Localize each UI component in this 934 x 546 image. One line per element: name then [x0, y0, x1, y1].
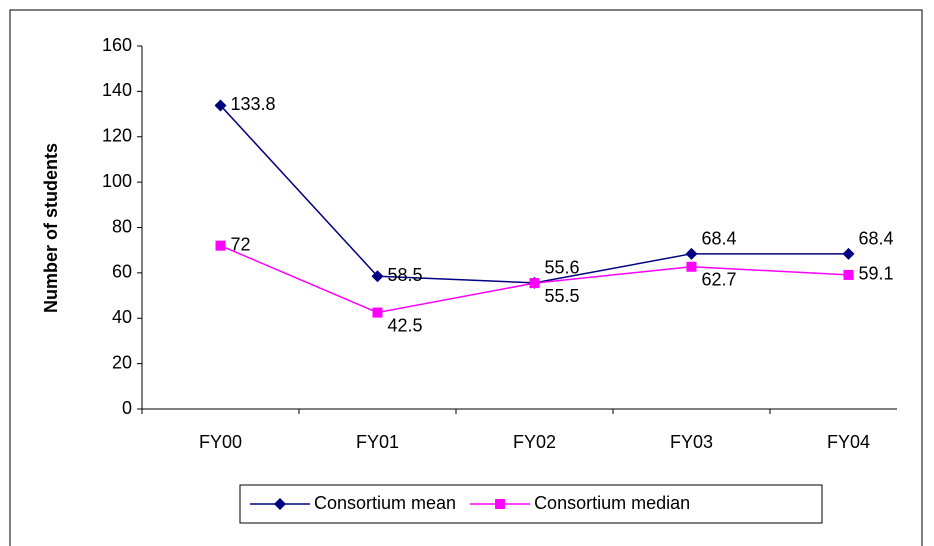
- y-axis-label: Number of students: [41, 143, 61, 313]
- data-label: 55.6: [545, 258, 580, 278]
- y-tick-label: 100: [102, 171, 132, 191]
- y-tick-label: 140: [102, 80, 132, 100]
- y-tick-label: 120: [102, 126, 132, 146]
- x-tick-label: FY00: [199, 432, 242, 452]
- marker: [495, 499, 506, 509]
- marker: [274, 498, 286, 510]
- marker: [214, 99, 227, 112]
- data-label: 59.1: [859, 264, 894, 284]
- data-label: 133.8: [231, 94, 276, 114]
- marker: [685, 247, 698, 260]
- data-label: 68.4: [702, 229, 737, 249]
- marker: [372, 307, 383, 318]
- x-tick-label: FY03: [670, 432, 713, 452]
- y-tick-label: 80: [112, 216, 132, 236]
- y-tick-label: 40: [112, 307, 132, 327]
- marker: [686, 261, 697, 272]
- x-tick-label: FY04: [827, 432, 870, 452]
- legend-label: Consortium mean: [314, 493, 456, 513]
- legend-box: [239, 484, 823, 524]
- y-tick-label: 20: [112, 352, 132, 372]
- marker: [215, 240, 226, 251]
- series-line: [219, 104, 849, 284]
- x-tick-label: FY01: [356, 432, 399, 452]
- marker: [371, 270, 384, 283]
- data-label: 68.4: [859, 229, 894, 249]
- x-tick-label: FY02: [513, 432, 556, 452]
- legend-label: Consortium median: [534, 493, 690, 513]
- y-tick-label: 0: [122, 398, 132, 418]
- data-label: 58.5: [388, 265, 423, 285]
- data-label: 42.5: [388, 315, 423, 335]
- marker: [842, 247, 855, 260]
- data-label: 55.5: [545, 286, 580, 306]
- marker: [843, 269, 854, 280]
- chart-frame: [9, 9, 923, 546]
- y-tick-label: 160: [102, 35, 132, 55]
- data-label: 72: [231, 234, 251, 254]
- y-tick-label: 60: [112, 262, 132, 282]
- data-label: 62.7: [702, 269, 737, 289]
- marker: [529, 278, 540, 289]
